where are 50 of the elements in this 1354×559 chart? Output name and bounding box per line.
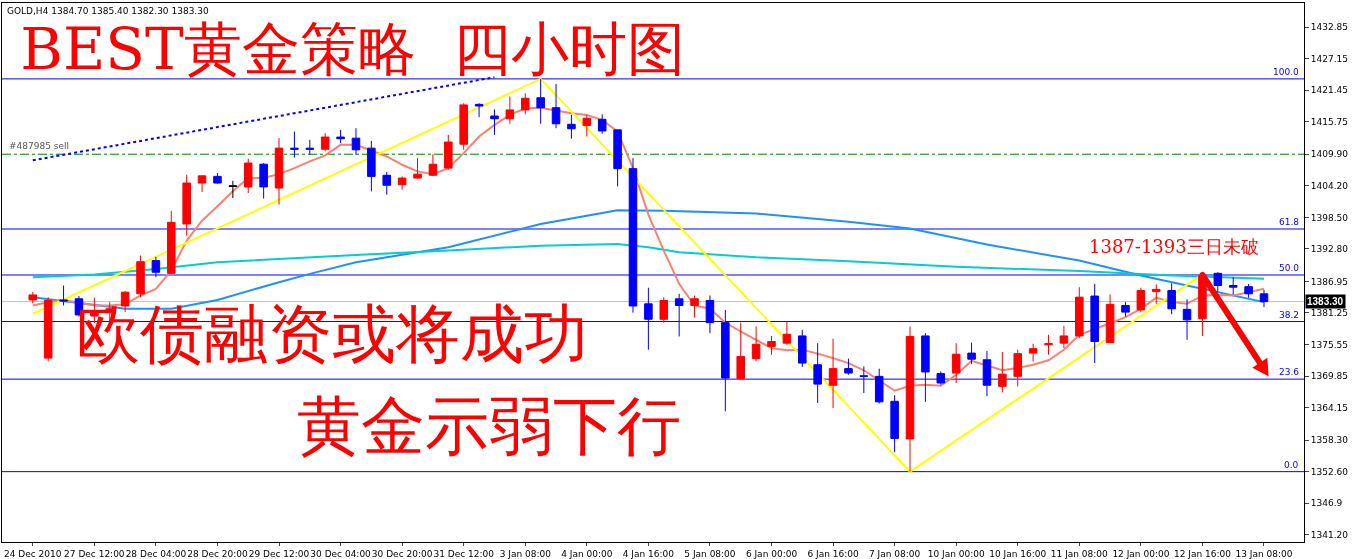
x-tick-label: 4 Jan 00:00 [561,548,613,559]
x-tick-label: 12 Jan 00:00 [1112,548,1170,559]
annotation: 61.8 [1279,217,1300,227]
chart-title: BEST黄金策略 四小时图 [20,14,685,83]
y-tick-label: 1415.75 [1310,116,1349,127]
x-tick-label: 5 Jan 08:00 [684,548,736,559]
x-tick-label: 28 Dec 04:00 [125,548,187,559]
x-tick-label: 6 Jan 16:00 [807,548,859,559]
y-tick-label: 1398.50 [1310,212,1349,223]
y-tick-label: 1409.90 [1310,149,1349,160]
y-tick-label: 1381.25 [1310,308,1349,319]
x-tick-label: 10 Jan 00:00 [927,548,985,559]
y-tick-label: 1392.80 [1310,244,1349,255]
x-tick-label: 29 Dec 12:00 [248,548,310,559]
y-tick-label: 1369.85 [1310,371,1349,382]
y-tick-label: 1375.55 [1310,339,1349,350]
y-tick-label: 1364.15 [1310,402,1349,413]
x-tick-label: 11 Jan 08:00 [1050,548,1109,559]
x-tick-label: 12 Jan 16:00 [1173,548,1232,559]
annotation: 23.6 [1279,367,1300,377]
x-tick-label: 6 Jan 00:00 [745,548,798,559]
y-tick-label: 1358.30 [1310,435,1349,446]
x-tick-label: 7 Jan 08:00 [868,548,921,559]
x-tick-label: 3 Jan 08:00 [499,548,552,559]
x-tick-label: 10 Jan 16:00 [989,548,1047,559]
y-tick-label: 1404.20 [1310,180,1349,191]
y-tick-label: 1421.45 [1310,85,1349,96]
y-tick-label: 1352.60 [1310,466,1349,477]
y-tick-label: 1386.95 [1310,276,1349,287]
annotation: 1387-1393三日未破 [1089,236,1259,257]
y-tick-label: 1341.20 [1310,529,1349,540]
annotation: 38.2 [1279,310,1300,320]
x-tick-label: 28 Dec 20:00 [187,548,248,559]
x-tick-label: 30 Dec 20:00 [371,548,433,559]
annotation: 50.0 [1279,263,1300,273]
x-tick-label: 30 Dec 04:00 [310,548,372,559]
y-tick-label: 1346.9 [1310,498,1343,509]
ref-line-label: #487985 sell [9,141,69,151]
annotation: 黄金示弱下行 [297,389,681,463]
x-tick-label: 27 Dec 12:00 [64,548,125,559]
y-tick-label: 1432.85 [1310,22,1349,33]
x-tick-label: 31 Dec 12:00 [433,548,495,559]
ref-line-label: 1383.30 [1307,296,1344,307]
y-tick-label: 1427.15 [1310,53,1349,64]
x-tick-label: 4 Jan 16:00 [622,548,675,559]
annotation: 100.0 [1273,67,1300,77]
annotation: 0.0 [1284,460,1299,470]
x-tick-label: 24 Dec 2010 [4,548,62,559]
chart-subtitle: GOLD,H4 1384.70 1385.40 1382.30 1383.30 [7,6,209,16]
x-tick-label: 13 Jan 08:00 [1235,548,1293,559]
